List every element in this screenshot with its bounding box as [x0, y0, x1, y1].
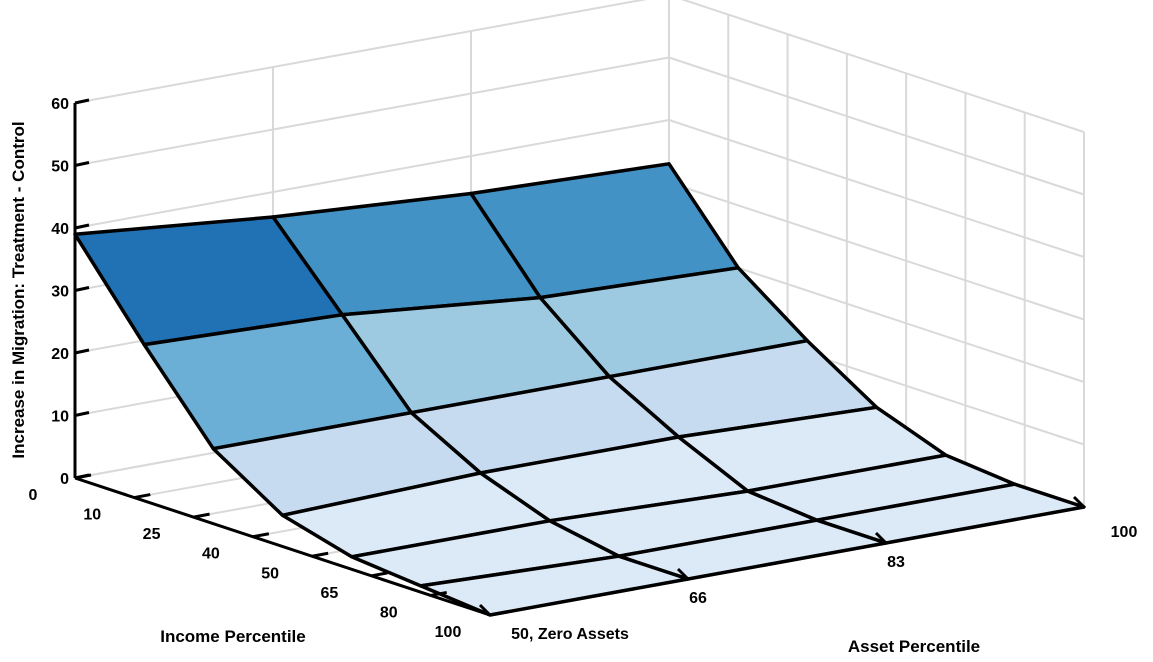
asset-tick-mark: [1072, 495, 1086, 509]
asset-axis-line: [489, 505, 1085, 617]
income-tick-mark: [489, 610, 507, 617]
income-tick-mark: [74, 473, 92, 480]
asset-tick-mark: [478, 603, 492, 617]
side-wall-gridline: [668, 181, 1085, 321]
income-tick-mark: [371, 571, 388, 578]
z-tick-label: 20: [51, 346, 69, 363]
back-wall-gridline: [74, 0, 648, 104]
income-tick-mark: [430, 590, 447, 597]
x-axis-label: Income Percentile: [160, 627, 306, 646]
side-wall-gridline: [680, 0, 1085, 133]
asset-tick-mark: [676, 567, 690, 581]
axes-layer: [73, 98, 1086, 617]
back-wall-gridline: [74, 56, 670, 167]
asset-tick-label: 50, Zero Assets: [511, 626, 629, 643]
asset-tick-label: 66: [689, 590, 707, 607]
income-axis-line: [74, 476, 491, 617]
income-tick-label: 100: [435, 624, 462, 641]
income-tick-mark: [193, 512, 210, 519]
z-tick-label: 10: [51, 409, 69, 426]
income-tick-label: 80: [380, 604, 398, 621]
z-tick-mark: [74, 161, 90, 167]
income-tick-label: 10: [83, 507, 101, 524]
asset-tick-label: 100: [1111, 524, 1138, 541]
z-tick-mark: [74, 98, 90, 105]
income-tick-mark: [311, 551, 329, 558]
income-tick-mark: [134, 493, 151, 500]
z-tick-mark: [74, 348, 90, 355]
labels-layer: 0 10 20 30 40 50 60 0 10 25 40 50 65 80 100 50, Zero As…: [29, 96, 1138, 643]
income-tick-label: 65: [321, 585, 339, 602]
z-tick-label: 40: [51, 221, 69, 238]
z-axis-label: Increase in Migration: Treatment - Contr…: [9, 121, 28, 458]
y-axis-label: Asset Percentile: [848, 637, 980, 656]
income-tick-label: 0: [29, 487, 38, 504]
income-tick-label: 40: [202, 546, 220, 563]
z-tick-label: 50: [51, 159, 69, 176]
z-tick-label: 30: [51, 284, 69, 301]
z-tick-mark: [74, 223, 90, 230]
side-wall-gridline: [668, 56, 1085, 196]
z-tick-label: 60: [51, 96, 69, 113]
surface-layer: [73, 162, 1086, 617]
income-tick-label: 50: [261, 565, 279, 582]
z-tick-label: 0: [60, 471, 69, 488]
asset-tick-mark: [874, 531, 888, 545]
side-wall-gridline: [668, 119, 1085, 258]
z-tick-mark: [74, 286, 90, 292]
back-wall-gridline: [74, 119, 670, 229]
income-tick-label: 25: [143, 526, 161, 543]
asset-tick-label: 83: [887, 554, 905, 571]
z-tick-mark: [74, 411, 90, 417]
income-tick-mark: [252, 532, 270, 539]
